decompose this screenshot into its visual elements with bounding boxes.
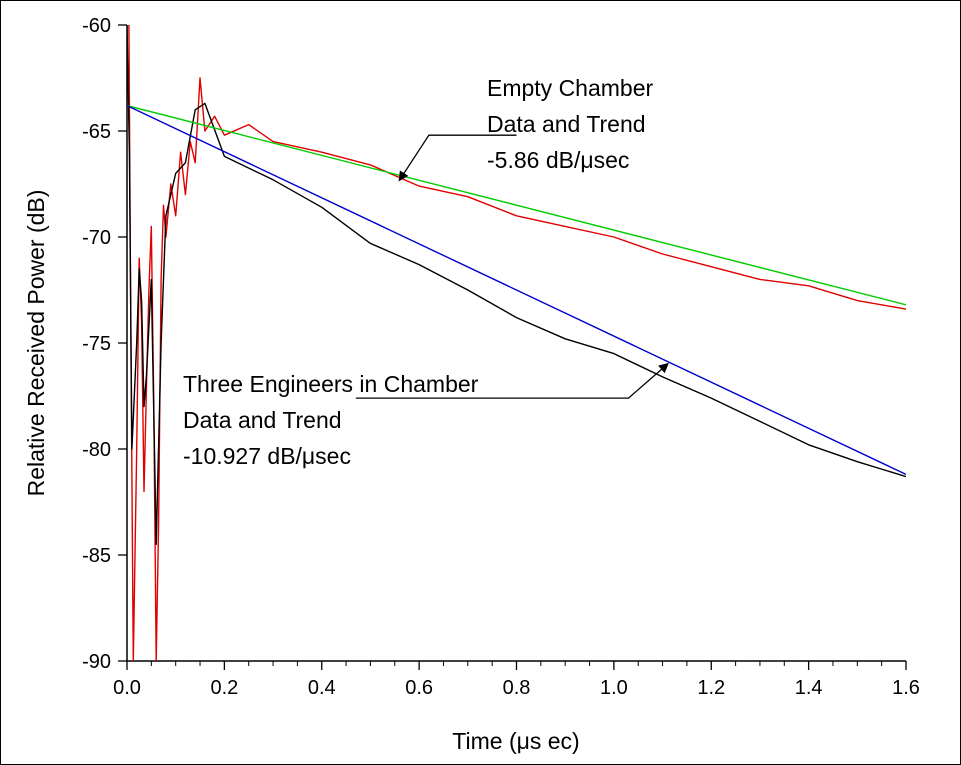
annotation-text: Three Engineers in Chamber — [183, 371, 479, 397]
series-line-2 — [127, 104, 906, 306]
annotation-arrow — [398, 134, 517, 182]
x-tick-label: 1.4 — [795, 677, 823, 699]
series-layer — [127, 25, 906, 661]
annotation-text: Data and Trend — [183, 407, 342, 433]
y-tick-label: -90 — [82, 651, 111, 673]
y-tick-label: -80 — [82, 439, 111, 461]
x-tick-label: 0.0 — [113, 677, 141, 699]
annotation-text: Data and Trend — [487, 111, 646, 137]
axes: 0.0 0.2 0.4 0.6 0.8 1.0 1.2 1.4 1.6 -60 -65 -70 -75 -… — [82, 15, 920, 699]
y-axis-title: Relative Received Power (dB) — [23, 190, 49, 497]
y-tick-label: -65 — [82, 121, 111, 143]
x-tick-label: 1.6 — [892, 677, 920, 699]
y-tick-label: -85 — [82, 545, 111, 567]
x-tick-label: 1.0 — [600, 677, 628, 699]
x-axis-title: Time (μs ec) — [452, 728, 579, 754]
x-tick-label: 0.2 — [210, 677, 238, 699]
annotation-arrow — [355, 362, 669, 399]
x-tick-label: 0.8 — [503, 677, 531, 699]
y-tick-label: -70 — [82, 227, 111, 249]
x-tick-label: 1.2 — [697, 677, 725, 699]
y-tick-label: -75 — [82, 333, 111, 355]
annotation-text: -10.927 dB/μsec — [183, 443, 351, 469]
series-line-3 — [127, 104, 906, 476]
y-tick-label: -60 — [82, 15, 111, 37]
x-tick-label: 0.6 — [405, 677, 433, 699]
annotation-text: Empty Chamber — [487, 75, 654, 101]
annotation-text: -5.86 dB/μsec — [487, 147, 629, 173]
series-line-0 — [127, 25, 906, 661]
annotation-layer: Empty Chamber Data and Trend -5.86 dB/μsec… — [183, 75, 669, 469]
x-tick-label: 0.4 — [308, 677, 336, 699]
series-line-1 — [127, 25, 906, 546]
